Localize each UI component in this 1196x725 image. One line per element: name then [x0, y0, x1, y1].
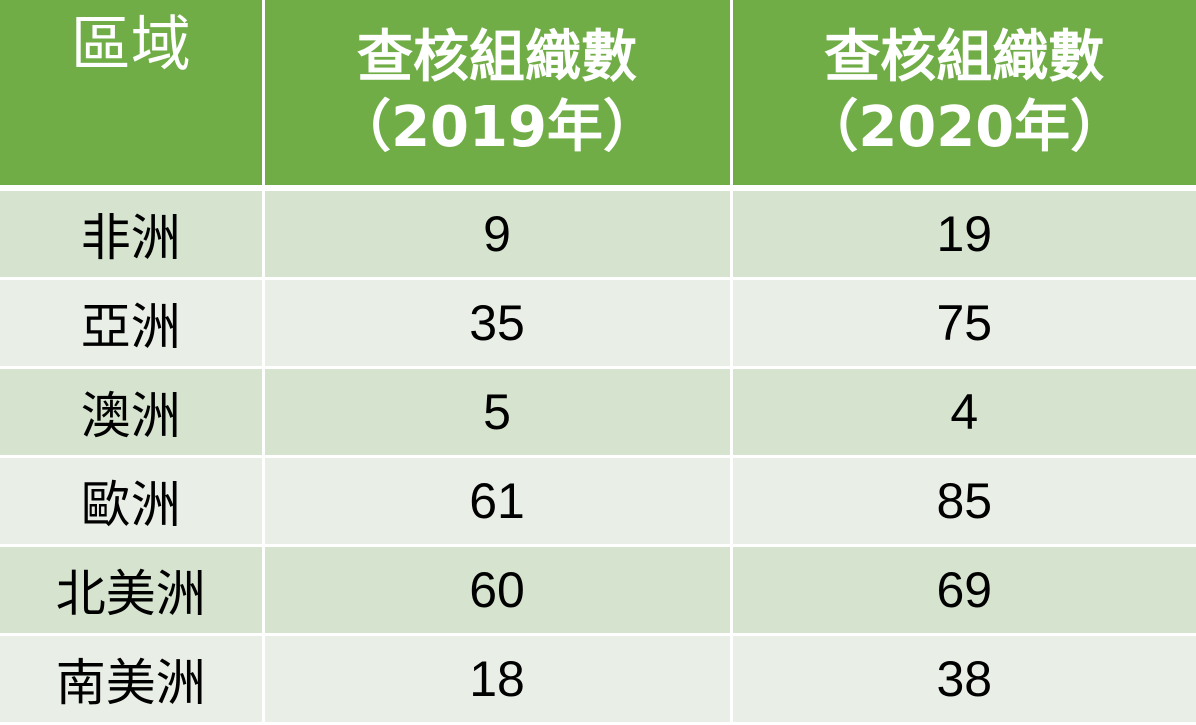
- count-2020-cell: 85: [731, 457, 1196, 546]
- count-2019-cell: 5: [263, 368, 731, 457]
- count-2020-cell: 19: [731, 188, 1196, 279]
- table-row: 亞洲 35 75: [0, 279, 1196, 368]
- region-cell: 南美洲: [0, 635, 263, 724]
- region-cell: 北美洲: [0, 546, 263, 635]
- table-row: 南美洲 18 38: [0, 635, 1196, 724]
- header-2019: 查核組織數 （2019年）: [263, 0, 731, 188]
- table-row: 北美洲 60 69: [0, 546, 1196, 635]
- count-2019-cell: 9: [263, 188, 731, 279]
- table-row: 非洲 9 19: [0, 188, 1196, 279]
- count-2019-cell: 18: [263, 635, 731, 724]
- region-cell: 歐洲: [0, 457, 263, 546]
- header-2020: 查核組織數 （2020年）: [731, 0, 1196, 188]
- header-2020-line2: （2020年）: [733, 93, 1196, 163]
- region-cell: 非洲: [0, 188, 263, 279]
- count-2020-cell: 75: [731, 279, 1196, 368]
- header-region: 區域: [0, 0, 263, 188]
- region-cell: 澳洲: [0, 368, 263, 457]
- table-row: 澳洲 5 4: [0, 368, 1196, 457]
- count-2020-cell: 38: [731, 635, 1196, 724]
- header-region-label: 區域: [0, 10, 262, 80]
- header-2020-line1: 查核組織數: [733, 23, 1196, 93]
- count-2019-cell: 61: [263, 457, 731, 546]
- header-2019-line2: （2019年）: [265, 93, 730, 163]
- count-2020-cell: 4: [731, 368, 1196, 457]
- count-2020-cell: 69: [731, 546, 1196, 635]
- table-row: 歐洲 61 85: [0, 457, 1196, 546]
- header-2019-line1: 查核組織數: [265, 23, 730, 93]
- count-2019-cell: 60: [263, 546, 731, 635]
- region-cell: 亞洲: [0, 279, 263, 368]
- header-row: 區域 查核組織數 （2019年） 查核組織數 （2020年）: [0, 0, 1196, 188]
- count-2019-cell: 35: [263, 279, 731, 368]
